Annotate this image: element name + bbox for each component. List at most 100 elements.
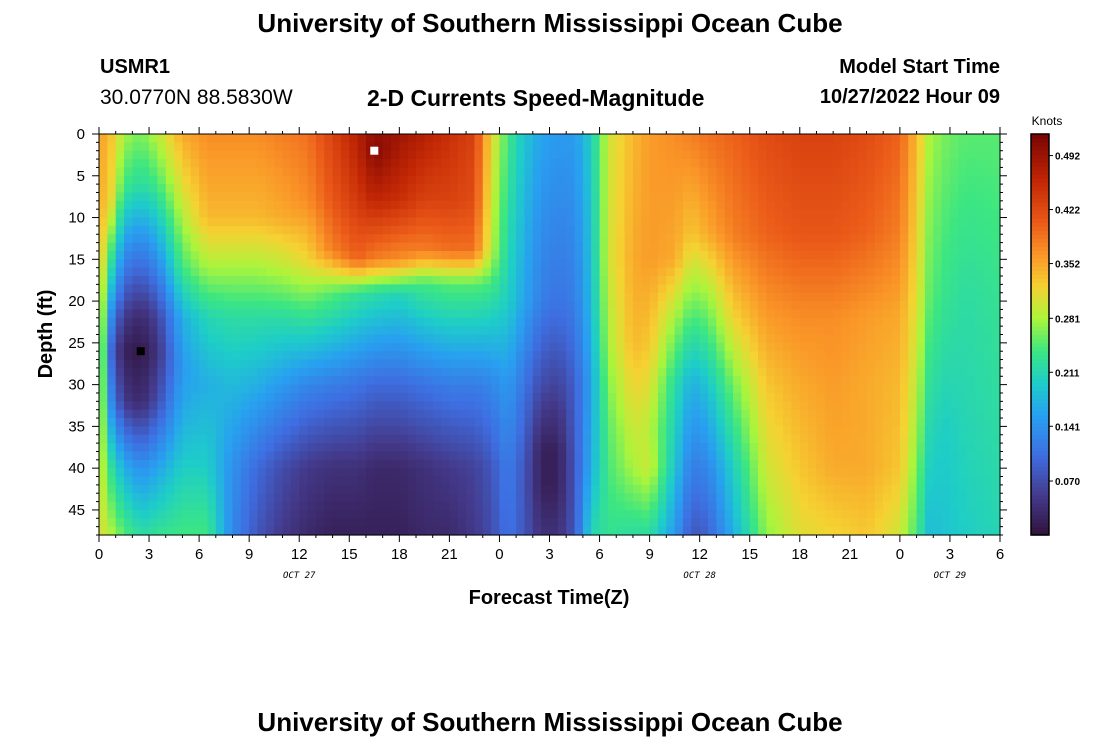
heatmap-cell <box>666 326 676 336</box>
heatmap-cell <box>574 434 584 444</box>
heatmap-cell <box>941 267 951 277</box>
heatmap-cell <box>165 317 175 327</box>
heatmap-cell <box>299 250 309 260</box>
heatmap-cell <box>766 501 776 511</box>
heatmap-cell <box>858 217 868 227</box>
heatmap-cell <box>816 342 826 352</box>
heatmap-cell <box>315 284 325 294</box>
heatmap-cell <box>833 134 843 143</box>
heatmap-cell <box>557 175 567 185</box>
heatmap-cell <box>365 200 375 210</box>
heatmap-cell <box>107 468 117 478</box>
heatmap-cell <box>224 359 234 369</box>
heatmap-cell <box>249 234 259 244</box>
heatmap-cell <box>616 217 626 227</box>
heatmap-cell <box>107 317 117 327</box>
heatmap-cell <box>290 334 300 344</box>
heatmap-cell <box>708 493 717 503</box>
heatmap-cell <box>290 192 300 202</box>
heatmap-cell <box>841 392 851 402</box>
heatmap-cell <box>949 509 959 519</box>
heatmap-cell <box>482 242 492 252</box>
heatmap-cell <box>849 292 859 302</box>
heatmap-cell <box>416 326 425 336</box>
heatmap-cell <box>240 159 250 169</box>
heatmap-cell <box>591 384 601 394</box>
heatmap-cell <box>324 451 334 461</box>
heatmap-cell <box>791 351 801 361</box>
heatmap-cell <box>858 334 868 344</box>
heatmap-cell <box>457 276 467 285</box>
heatmap-cell <box>182 367 192 377</box>
heatmap-cell <box>165 200 175 210</box>
heatmap-cell <box>432 468 442 478</box>
heatmap-cell <box>916 376 926 386</box>
heatmap-cell <box>491 267 501 277</box>
heatmap-cell <box>599 359 609 369</box>
heatmap-cell <box>441 242 450 252</box>
heatmap-cell <box>491 476 501 486</box>
heatmap-cell <box>441 376 450 386</box>
heatmap-cell <box>632 175 642 185</box>
heatmap-cell <box>941 376 951 386</box>
heatmap-cell <box>616 142 626 152</box>
heatmap-cell <box>883 526 893 536</box>
heatmap-cell <box>282 401 292 411</box>
heatmap-cell <box>766 134 776 143</box>
heatmap-cell <box>165 493 175 503</box>
heatmap-cell <box>916 493 926 503</box>
heatmap-cell <box>407 175 417 185</box>
heatmap-cell <box>791 284 801 294</box>
heatmap-cell <box>908 292 918 302</box>
heatmap-cell <box>482 443 492 453</box>
heatmap-cell <box>724 292 734 302</box>
heatmap-cell <box>132 267 142 277</box>
heatmap-cell <box>674 242 684 252</box>
heatmap-cell <box>124 376 133 386</box>
heatmap-cell <box>215 459 225 469</box>
heatmap-cell <box>941 326 951 336</box>
heatmap-cell <box>774 484 784 494</box>
heatmap-cell <box>349 159 359 169</box>
heatmap-cell <box>574 409 584 419</box>
heatmap-cell <box>874 426 884 436</box>
heatmap-cell <box>866 234 876 244</box>
heatmap-cell <box>482 384 492 394</box>
heatmap-cell <box>649 301 659 311</box>
heatmap-cell <box>949 468 959 478</box>
heatmap-cell <box>182 401 192 411</box>
heatmap-cell <box>507 175 517 185</box>
heatmap-cell <box>591 484 601 494</box>
heatmap-cell <box>674 284 684 294</box>
heatmap-cell <box>532 167 542 177</box>
heatmap-cell <box>265 317 275 327</box>
heatmap-cell <box>599 192 609 202</box>
heatmap-cell <box>290 459 300 469</box>
heatmap-cell <box>149 501 158 511</box>
heatmap-cell <box>416 351 425 361</box>
heatmap-cell <box>682 317 692 327</box>
heatmap-cell <box>407 367 417 377</box>
heatmap-cell <box>282 484 292 494</box>
heatmap-cell <box>641 484 651 494</box>
heatmap-cell <box>758 342 767 352</box>
heatmap-cell <box>365 509 375 519</box>
heatmap-cell <box>349 142 359 152</box>
heatmap-cell <box>557 184 567 194</box>
heatmap-cell <box>716 276 726 285</box>
heatmap-cell <box>482 501 492 511</box>
heatmap-cell <box>908 192 918 202</box>
heatmap-cell <box>858 418 868 427</box>
heatmap-cell <box>666 484 676 494</box>
heatmap-cell <box>232 267 242 277</box>
heatmap-cell <box>524 526 534 536</box>
heatmap-cell <box>849 401 859 411</box>
heatmap-cell <box>232 434 242 444</box>
heatmap-cell <box>516 443 526 453</box>
heatmap-cell <box>324 484 334 494</box>
heatmap-cell <box>107 326 117 336</box>
heatmap-cell <box>816 526 826 536</box>
heatmap-cell <box>599 367 609 377</box>
heatmap-cell <box>783 434 793 444</box>
heatmap-cell <box>290 225 300 235</box>
